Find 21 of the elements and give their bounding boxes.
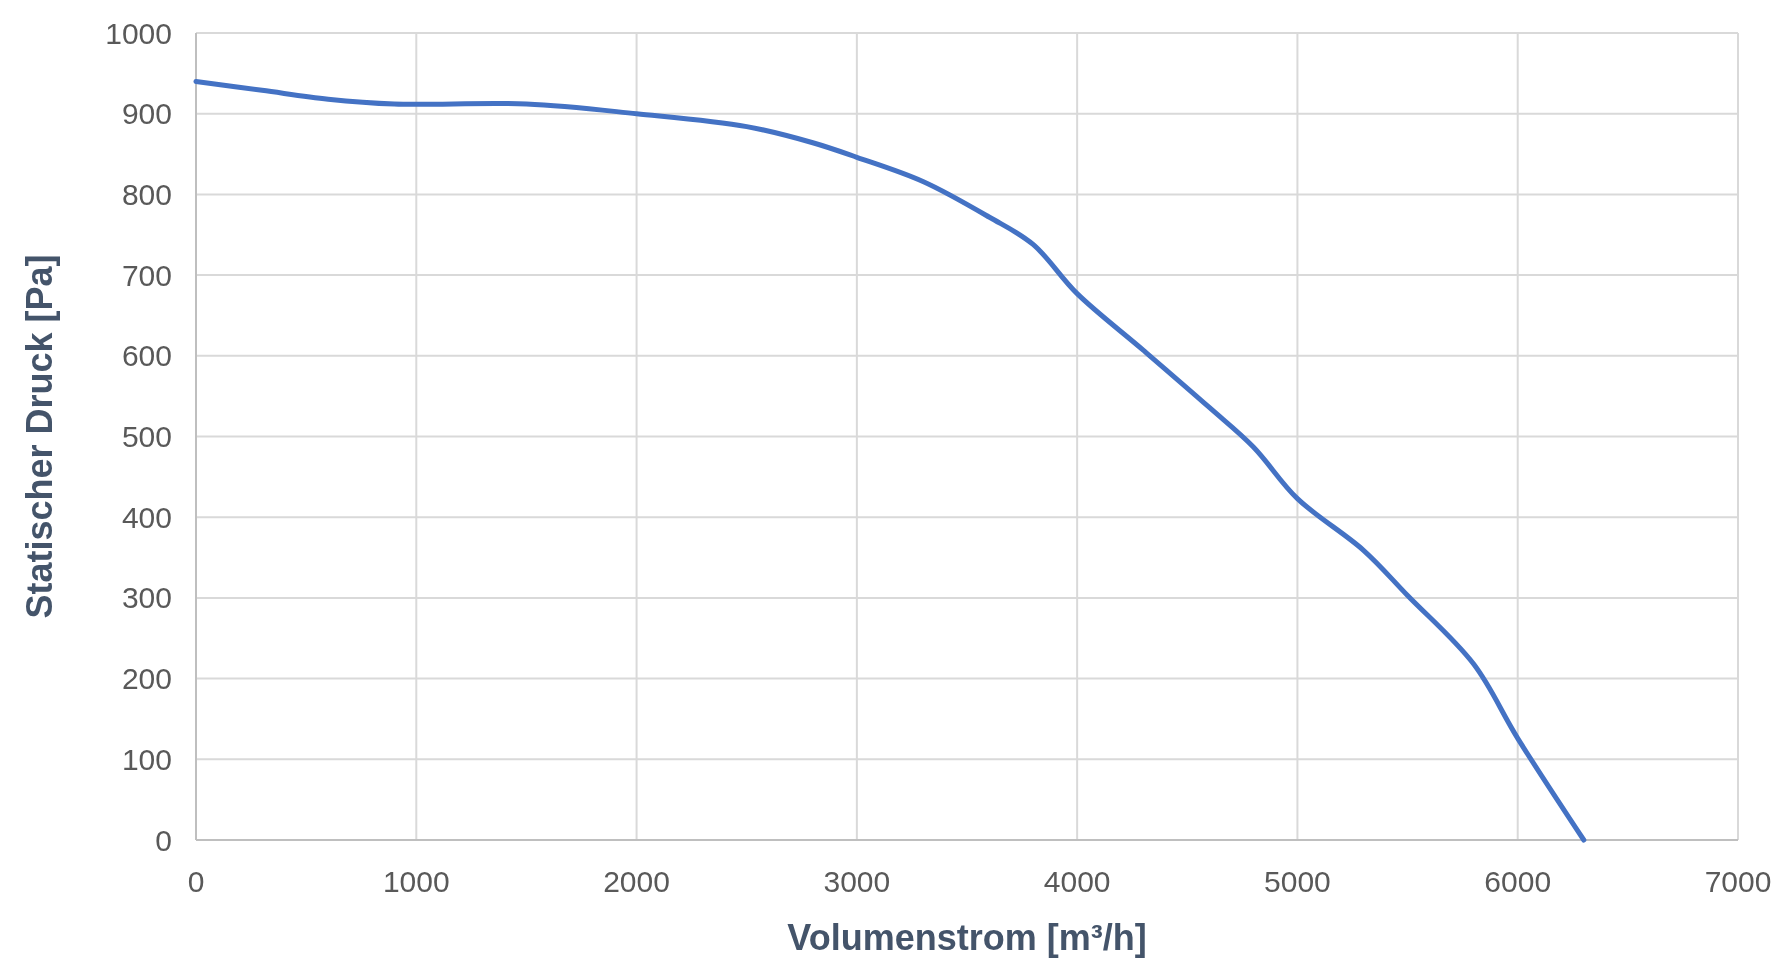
y-tick-label: 200 — [121, 662, 172, 696]
y-tick-label: 100 — [121, 742, 172, 776]
x-tick-label: 2000 — [603, 865, 670, 898]
x-tick-label: 0 — [187, 865, 205, 898]
x-axis-title: Volumenstrom [m³/h] — [787, 917, 1147, 958]
x-tick-label: 1000 — [382, 865, 450, 898]
y-tick-label: 400 — [121, 500, 172, 534]
y-tick-label: 1000 — [105, 16, 172, 50]
y-tick-label: 300 — [121, 581, 172, 615]
x-tick-label: 3000 — [823, 865, 891, 898]
y-tick-label: 500 — [121, 420, 172, 453]
x-tick-label: 6000 — [1484, 865, 1552, 898]
y-tick-label: 600 — [121, 339, 172, 373]
x-tick-label: 5000 — [1264, 865, 1331, 898]
y-tick-label: 0 — [155, 823, 172, 857]
y-axis-title: Statischer Druck [Pa] — [19, 254, 60, 619]
y-tick-label: 800 — [121, 177, 172, 211]
x-tick-label: 7000 — [1704, 865, 1772, 898]
y-tick-label: 700 — [121, 258, 172, 292]
x-tick-label: 4000 — [1043, 865, 1111, 898]
y-tick-label: 900 — [121, 97, 172, 131]
